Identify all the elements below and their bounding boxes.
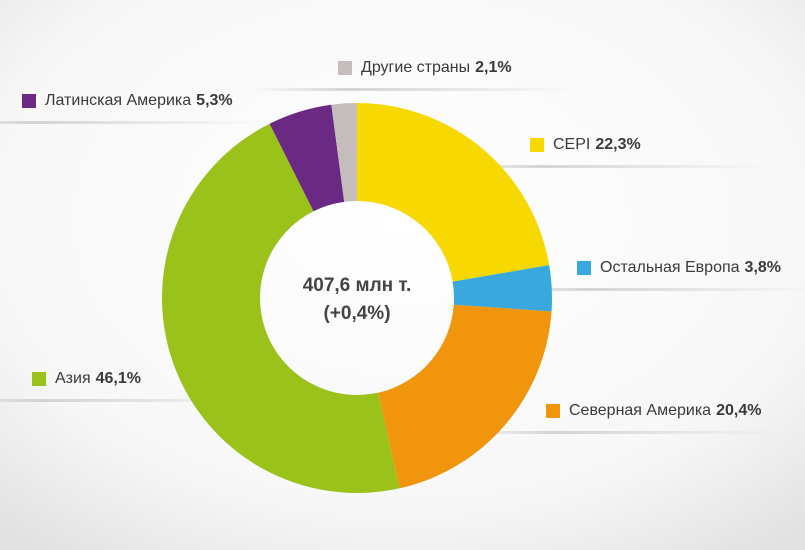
- legend-swatch: [530, 138, 544, 152]
- category-name: Остальная Европа: [600, 259, 740, 276]
- label-shadow: [0, 121, 262, 124]
- category-name: Азия: [55, 370, 91, 387]
- legend-swatch: [577, 261, 591, 275]
- label-shadow: [487, 288, 805, 291]
- value-label: 20,4%: [716, 402, 761, 419]
- category-name: Латинская Америка: [45, 92, 191, 109]
- segment-label: Азия 46,1%: [55, 370, 141, 387]
- segment-label: Северная Америка 20,4%: [569, 402, 761, 419]
- segment-label: CEPI 22,3%: [553, 136, 641, 153]
- center-total: 407,6 млн т.: [303, 275, 412, 296]
- legend-swatch: [22, 94, 36, 108]
- segment-label: Латинская Америка 5,3%: [45, 92, 233, 109]
- value-label: 46,1%: [96, 370, 141, 387]
- value-label: 22,3%: [595, 136, 640, 153]
- value-label: 3,8%: [745, 259, 781, 276]
- donut-segment: [161, 123, 400, 493]
- category-name: Северная Америка: [569, 402, 711, 419]
- category-name: CEPI: [553, 136, 590, 153]
- segment-label: Остальная Европа 3,8%: [600, 259, 781, 276]
- label-shadow: [456, 431, 786, 434]
- label-shadow: [440, 165, 770, 168]
- label-shadow: [0, 399, 272, 402]
- donut-segment: [357, 103, 550, 282]
- donut-segment: [331, 103, 357, 202]
- legend-swatch: [32, 372, 46, 386]
- value-label: 5,3%: [196, 92, 232, 109]
- donut-segment: [452, 265, 552, 312]
- segment-label: Другие страны 2,1%: [361, 59, 512, 76]
- category-name: Другие страны: [361, 59, 470, 76]
- legend-swatch: [338, 61, 352, 75]
- donut-segment: [378, 304, 552, 489]
- donut-segment: [269, 104, 345, 212]
- center-change: (+0,4%): [323, 303, 390, 324]
- value-label: 2,1%: [475, 59, 511, 76]
- legend-swatch: [546, 404, 560, 418]
- label-shadow: [248, 88, 578, 91]
